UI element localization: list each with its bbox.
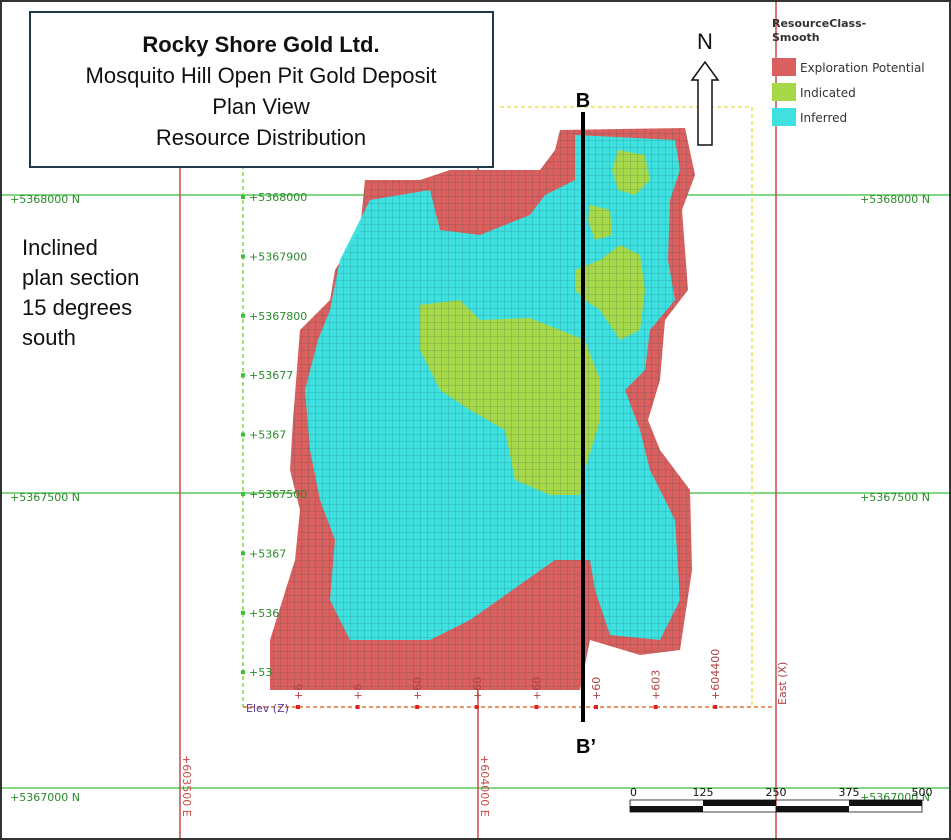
note-line: plan section (22, 265, 139, 290)
resource-blocks (270, 128, 695, 690)
axis-node (241, 610, 245, 615)
block-easting-label: +60 (590, 677, 603, 700)
legend-swatch (772, 108, 796, 126)
axis-node (241, 432, 245, 437)
northing-label: +5367000 N (10, 791, 80, 804)
block-northing-label: +5367900 (249, 250, 307, 263)
legend-swatch (772, 83, 796, 101)
northing-label: +5368000 N (10, 193, 80, 206)
east-label: East (X) (776, 662, 789, 705)
note-line: south (22, 325, 76, 350)
axis-node (241, 254, 245, 259)
legend-title: Smooth (772, 31, 820, 44)
axis-node (241, 373, 245, 378)
scale-label: 125 (693, 786, 714, 799)
block-northing-label: +53 (249, 666, 272, 679)
axis-node (355, 705, 360, 709)
section-start-label: B (576, 90, 590, 112)
block-northing-label: +5367 (249, 429, 286, 442)
block-easting-label: +60 (411, 677, 424, 700)
block-northing-label: +53677 (249, 369, 293, 382)
axis-node (415, 705, 420, 709)
easting-label: +603500 E (180, 755, 193, 817)
title-line: Rocky Shore Gold Ltd. (142, 32, 379, 57)
title-line: Resource Distribution (156, 125, 366, 150)
elev-label: Elev (Z) (246, 702, 289, 715)
note-line: Inclined (22, 235, 98, 260)
title-line: Mosquito Hill Open Pit Gold Deposit (86, 63, 437, 88)
axis-node (296, 705, 300, 709)
axis-node (241, 195, 245, 199)
block-easting-label: +6 (352, 684, 365, 700)
block-easting-label: +60 (530, 677, 543, 700)
axis-node (713, 705, 718, 709)
block-northing-label: +536 (249, 607, 279, 620)
axis-node (241, 670, 245, 675)
legend-label: Inferred (800, 111, 847, 125)
section-end-label: B’ (576, 736, 596, 758)
northing-label: +5367500 N (860, 491, 930, 504)
legend: ResourceClass-Smooth Exploration Potentia… (772, 17, 925, 126)
scale-segment (630, 806, 703, 812)
title-line: Plan View (212, 94, 310, 119)
block-easting-label: +6 (292, 684, 305, 700)
north-label: N (697, 29, 713, 54)
block-northing-label: +5368000 (249, 191, 307, 204)
block-easting-label: +60 (471, 677, 484, 700)
axis-node (241, 313, 245, 318)
title-box (29, 11, 494, 168)
legend-title: ResourceClass- (772, 17, 866, 30)
scale-segment (703, 800, 776, 806)
legend-swatch (772, 58, 796, 76)
legend-label: Indicated (800, 86, 856, 100)
axis-node (241, 551, 245, 556)
block-easting-label: +604400 (709, 649, 722, 700)
legend-label: Exploration Potential (800, 61, 925, 75)
block-northing-label: +5367500 (249, 488, 307, 501)
axis-node (653, 705, 658, 709)
scale-segment (776, 806, 849, 812)
scale-segment (849, 800, 922, 806)
north-arrow (690, 60, 720, 146)
scale-bar: 0 125 250 375 500 (629, 786, 933, 813)
northing-label: +5368000 N (860, 193, 930, 206)
section-note: Inclined plan section 15 degrees south (22, 235, 139, 350)
scale-label: 500 (912, 786, 933, 799)
scale-outline (629, 799, 923, 813)
scale-label: 0 (630, 786, 637, 799)
axis-node (474, 705, 479, 709)
scale-label: 250 (766, 786, 787, 799)
note-line: 15 degrees (22, 295, 132, 320)
northing-label: +5367500 N (10, 491, 80, 504)
axis-node (241, 492, 245, 496)
block-northing-label: +5367 (249, 547, 286, 560)
block-easting-label: +603 (650, 670, 663, 700)
axis-node (534, 705, 539, 709)
title-lines: Rocky Shore Gold Ltd. Mosquito Hill Open … (86, 32, 437, 150)
easting-label: +604000 E (478, 755, 491, 817)
pit-boundary (500, 106, 753, 705)
block-northing-label: +5367800 (249, 310, 307, 323)
axis-node (594, 705, 598, 709)
scale-label: 375 (839, 786, 860, 799)
grid-labels: +5368000 N +5367500 N +5367000 N +5368000 N… (10, 191, 930, 817)
